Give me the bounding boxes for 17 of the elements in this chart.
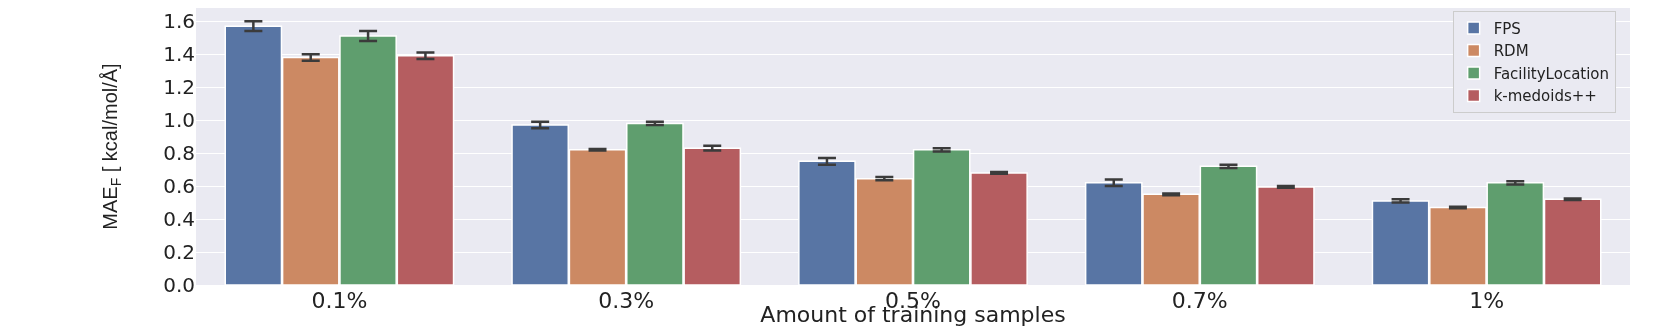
legend-label: RDM	[1493, 42, 1529, 61]
legend-label: FacilityLocation	[1493, 64, 1610, 83]
y-tick-label: 1.4	[163, 42, 195, 67]
legend-label: k-medoids++	[1493, 87, 1597, 106]
x-tick-label: 0.3%	[598, 288, 655, 313]
legend-label: FPS	[1493, 19, 1521, 38]
x-tick-label: 1%	[1469, 288, 1505, 313]
y-tick-label: 1.6	[163, 9, 195, 34]
y-tick-label: 0.0	[163, 273, 195, 297]
x-tick-label: 0.1%	[311, 288, 368, 313]
y-tick-label: 0.8	[163, 141, 195, 166]
y-tick-label: 1.2	[163, 75, 195, 100]
x-tick-label: 0.7%	[1171, 288, 1228, 313]
y-tick-label: 0.6	[163, 174, 195, 199]
y-tick-label: 0.2	[163, 240, 195, 265]
y-tick-label: 0.4	[163, 207, 195, 232]
y-tick-label: 1.0	[163, 108, 195, 133]
